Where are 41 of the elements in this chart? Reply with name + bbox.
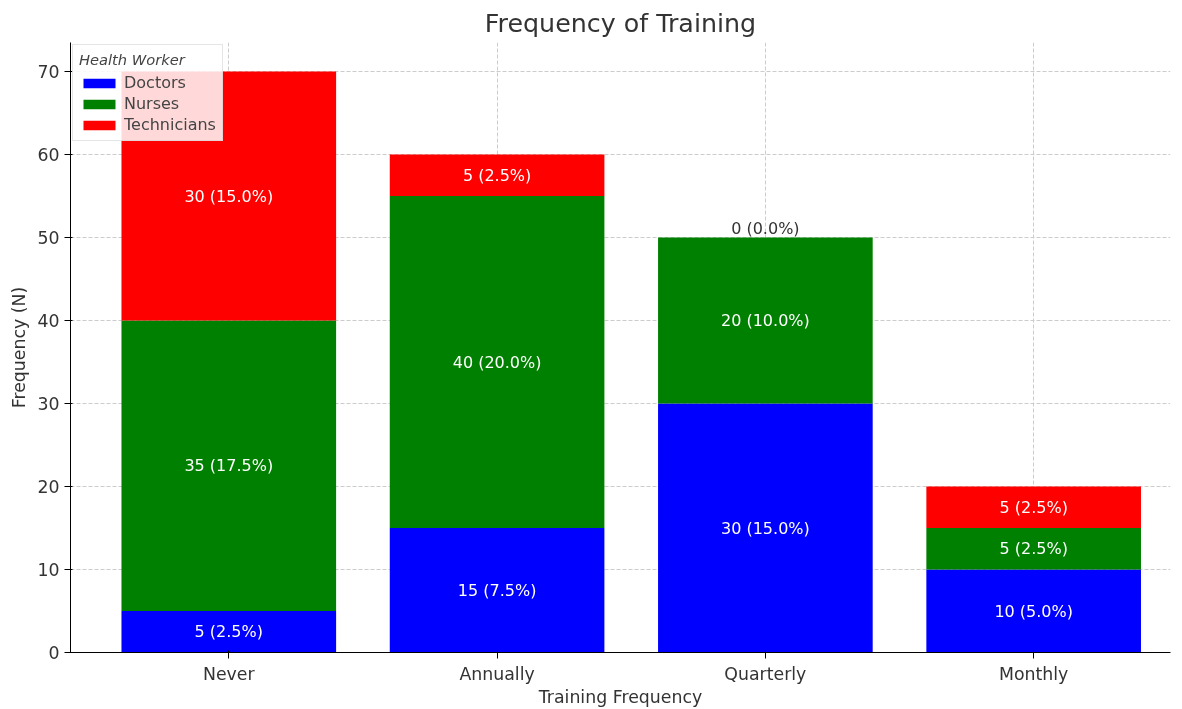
legend-label: Nurses [124,94,180,113]
data-label: 30 (15.0%) [721,518,810,538]
x-tick-label: Annually [459,663,535,684]
y-tick-label: 0 [48,643,60,663]
bar [121,611,337,653]
chart-title: Frequency of Training [484,7,757,38]
data-label: 20 (10.0%) [721,311,810,331]
y-tick-label: 60 [37,145,60,166]
data-label: 35 (17.5%) [184,456,274,476]
y-axis-title: Frequency (N) [9,286,30,409]
y-tick-label: 10 [37,560,60,581]
bar [926,528,1141,570]
x-tick-label: Quarterly [724,663,807,684]
bar [926,486,1141,529]
data-label: 5 (2.5%) [194,622,263,642]
legend-label: Technicians [124,115,216,134]
data-label: 5 (2.5%) [999,497,1068,517]
bar [389,196,605,529]
y-tick-label: 70 [37,62,60,83]
data-label: 10 (5.0%) [994,601,1073,621]
legend-title: Health Worker [79,51,187,68]
bar [658,403,873,653]
bar [389,154,605,197]
y-tick-label: 30 [37,394,60,415]
data-label: 40 (20.0%) [452,352,542,372]
data-label: 30 (15.0%) [184,186,274,206]
bar [658,237,873,404]
data-label: 0 (0.0%) [731,218,800,238]
y-tick-label: 40 [37,311,60,332]
y-tick-label: 20 [37,477,60,498]
x-tick-label: Monthly [998,663,1069,684]
x-axis-title: Training Frequency [537,686,703,707]
data-label: 5 (2.5%) [462,165,532,185]
bar [121,320,337,611]
x-tick-label: Never [202,663,256,684]
y-tick-label: 50 [37,228,60,249]
data-label: 15 (7.5%) [457,580,537,600]
bar [926,569,1141,653]
data-label: 5 (2.5%) [999,539,1068,559]
bar [389,528,605,653]
legend-label: Doctors [124,73,186,92]
